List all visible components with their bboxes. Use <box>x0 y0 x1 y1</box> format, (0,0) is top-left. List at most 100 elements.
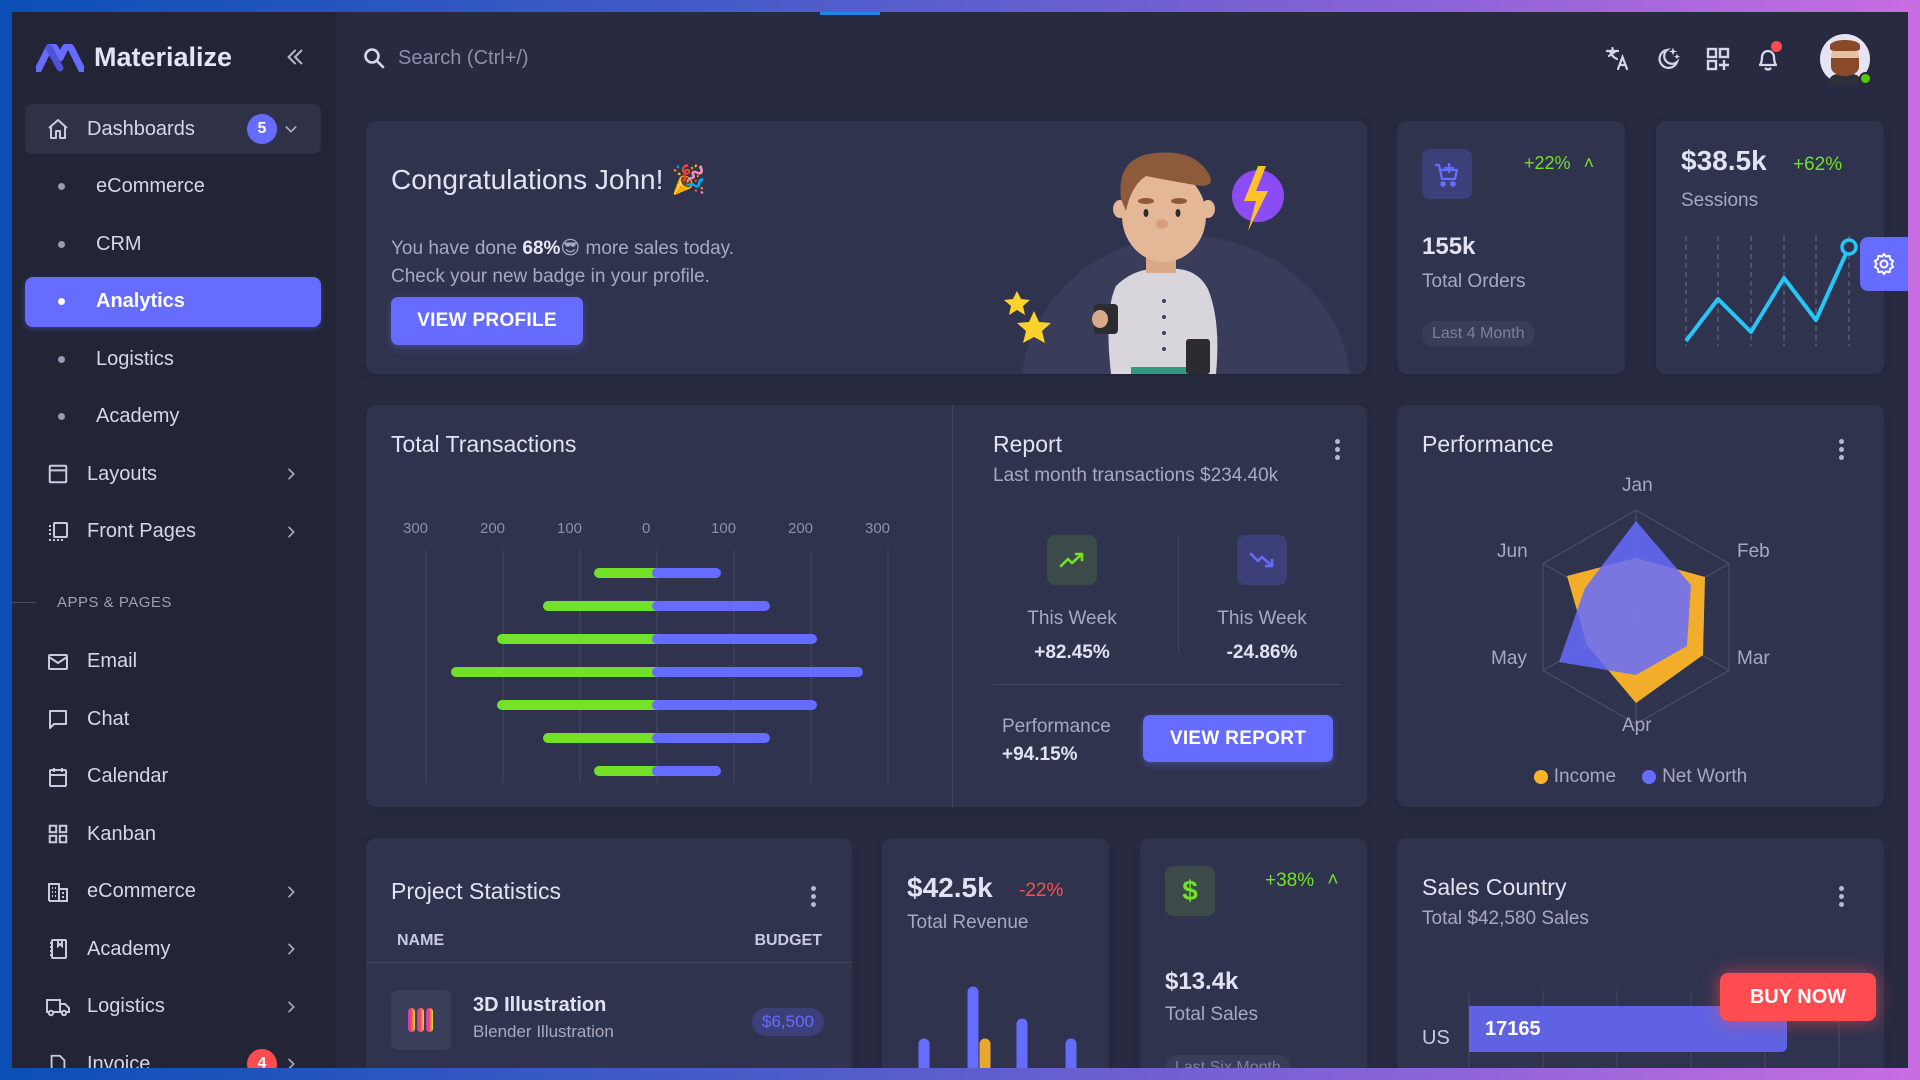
notification-dot <box>1771 41 1782 52</box>
legend-label: Income <box>1553 766 1617 787</box>
sales-value: $13.4k <box>1165 968 1239 995</box>
online-status-dot <box>1859 72 1872 85</box>
sidebar-item-logistics[interactable]: Logistics <box>25 982 321 1032</box>
performance-title: Performance <box>1422 431 1554 457</box>
buy-now-button[interactable]: BUY NOW <box>1720 973 1876 1021</box>
sidebar-item-label: Kanban <box>87 822 156 845</box>
character-illustration <box>996 121 1366 374</box>
sidebar-item-layouts[interactable]: Layouts <box>25 449 321 499</box>
radar-label-apr: Apr <box>1622 715 1652 736</box>
sidebar-item-kanban[interactable]: Kanban <box>25 809 321 859</box>
country-code-us: US <box>1422 1027 1450 1049</box>
sidebar-item-invoice[interactable]: Invoice 4 <box>25 1039 321 1068</box>
legend-dot-icon <box>1642 770 1657 784</box>
search-bar[interactable] <box>362 46 698 70</box>
section-label-apps-pages: APPS & PAGES <box>12 581 321 625</box>
top-indicator <box>820 12 880 15</box>
report-down-label: This Week <box>1217 608 1307 629</box>
illustration-svg <box>1004 152 1350 374</box>
sidebar-item-academy-dashboard[interactable]: Academy <box>25 392 321 442</box>
legend-income[interactable]: Income <box>1533 766 1617 788</box>
shortcuts-icon[interactable] <box>1704 45 1732 73</box>
translate-icon[interactable] <box>1604 45 1632 73</box>
sidebar-item-calendar[interactable]: Calendar <box>25 752 321 802</box>
project-statistics-title: Project Statistics <box>391 878 561 904</box>
performance-more-button[interactable] <box>1831 434 1851 464</box>
radar-label-mar: Mar <box>1737 648 1770 669</box>
revenue-label: Total Revenue <box>907 912 1029 933</box>
pages-icon <box>45 519 71 545</box>
sidebar-item-label: Invoice <box>87 1052 151 1069</box>
user-avatar[interactable] <box>1820 34 1872 85</box>
grid-icon <box>45 821 71 847</box>
chevron-right-icon <box>283 466 299 482</box>
layout-icon <box>45 461 71 487</box>
project-budget-badge: $6,500 <box>752 1008 824 1036</box>
gear-icon <box>1873 252 1895 276</box>
chevron-up-icon: ˄ <box>1327 870 1339 891</box>
theme-icon[interactable] <box>1654 45 1682 73</box>
project-more-button[interactable] <box>803 881 823 911</box>
chevron-right-icon <box>283 524 299 540</box>
sales-period-chip: Last Six Month <box>1165 1055 1291 1068</box>
project-name: 3D Illustration <box>473 994 607 1016</box>
card-divider-vertical <box>952 405 953 807</box>
sidebar-item-academy[interactable]: Academy <box>25 924 321 974</box>
orders-period-chip: Last 4 Month <box>1422 321 1535 347</box>
sales-country-more-button[interactable] <box>1831 881 1851 911</box>
sidebar-item-label: Academy <box>87 937 171 960</box>
top-navbar <box>336 12 1908 112</box>
welcome-line2: Check your new badge in your profile. <box>391 266 710 287</box>
view-profile-button[interactable]: VIEW PROFILE <box>391 297 583 345</box>
collapse-sidebar-button[interactable] <box>284 46 306 68</box>
sales-country-title: Sales Country <box>1422 874 1567 900</box>
sidebar-item-logistics-dashboard[interactable]: Logistics <box>25 334 321 384</box>
sidebar-item-label: Analytics <box>96 290 185 312</box>
chat-icon <box>45 706 71 732</box>
sidebar-item-front-pages[interactable]: Front Pages <box>25 507 321 557</box>
sales-change-value: +38% <box>1265 870 1315 891</box>
axis-tick: 200 <box>788 520 814 537</box>
table-row[interactable]: 3D Illustration Blender Illustration $6,… <box>366 978 852 1050</box>
sidebar-item-ecommerce-dashboard[interactable]: eCommerce <box>25 162 321 212</box>
country-bar-us[interactable]: 17165 <box>1469 1006 1787 1052</box>
materialize-logo-icon <box>36 43 84 72</box>
sales-change: +38% ˄ <box>1265 870 1339 892</box>
view-report-button[interactable]: VIEW REPORT <box>1143 715 1333 762</box>
search-icon <box>364 48 385 69</box>
axis-tick: 0 <box>642 520 651 537</box>
sidebar-item-analytics[interactable]: Analytics <box>25 276 321 327</box>
chevron-right-icon <box>283 1056 299 1068</box>
sidebar-item-crm[interactable]: CRM <box>25 219 321 269</box>
avatar-body <box>1828 74 1862 84</box>
radar-label-jan: Jan <box>1622 475 1653 496</box>
column-name: NAME <box>397 932 445 949</box>
orders-change: +22% ˄ <box>1524 153 1594 174</box>
brand-logo[interactable]: Materialize <box>36 42 232 73</box>
table-header: NAME BUDGET <box>366 927 852 963</box>
sidebar-item-label: eCommerce <box>96 175 205 197</box>
sidebar-item-ecommerce[interactable]: eCommerce <box>25 867 321 917</box>
sessions-line-chart <box>1684 236 1858 346</box>
sales-label: Total Sales <box>1165 1004 1258 1025</box>
sidebar-item-chat[interactable]: Chat <box>25 694 321 744</box>
sidebar-item-email[interactable]: Email <box>25 637 321 687</box>
sessions-change: +62% <box>1793 154 1843 175</box>
search-input[interactable] <box>398 46 698 70</box>
report-up-value: +82.45% <box>1034 642 1110 663</box>
trending-up-icon <box>1047 535 1097 585</box>
performance-radar-chart <box>1542 509 1730 725</box>
revenue-change: -22% <box>1019 880 1064 901</box>
sessions-card: $38.5k +62% Sessions <box>1656 121 1884 374</box>
column-budget: BUDGET <box>754 932 822 949</box>
legend-net-worth[interactable]: Net Worth <box>1642 766 1747 788</box>
app-screen: Materialize Dashboards 5 eCommerce <box>12 12 1908 1068</box>
sessions-value: $38.5k <box>1681 145 1767 176</box>
sidebar-item-dashboards[interactable]: Dashboards 5 <box>25 104 321 154</box>
customizer-button[interactable] <box>1860 237 1908 291</box>
brand-name: Materialize <box>94 42 233 72</box>
transactions-title: Total Transactions <box>391 431 577 457</box>
report-more-button[interactable] <box>1327 434 1347 464</box>
total-sales-card: $ +38% ˄ $13.4k Total Sales Last Six Mon… <box>1140 838 1367 1068</box>
bell-icon[interactable] <box>1754 41 1782 73</box>
